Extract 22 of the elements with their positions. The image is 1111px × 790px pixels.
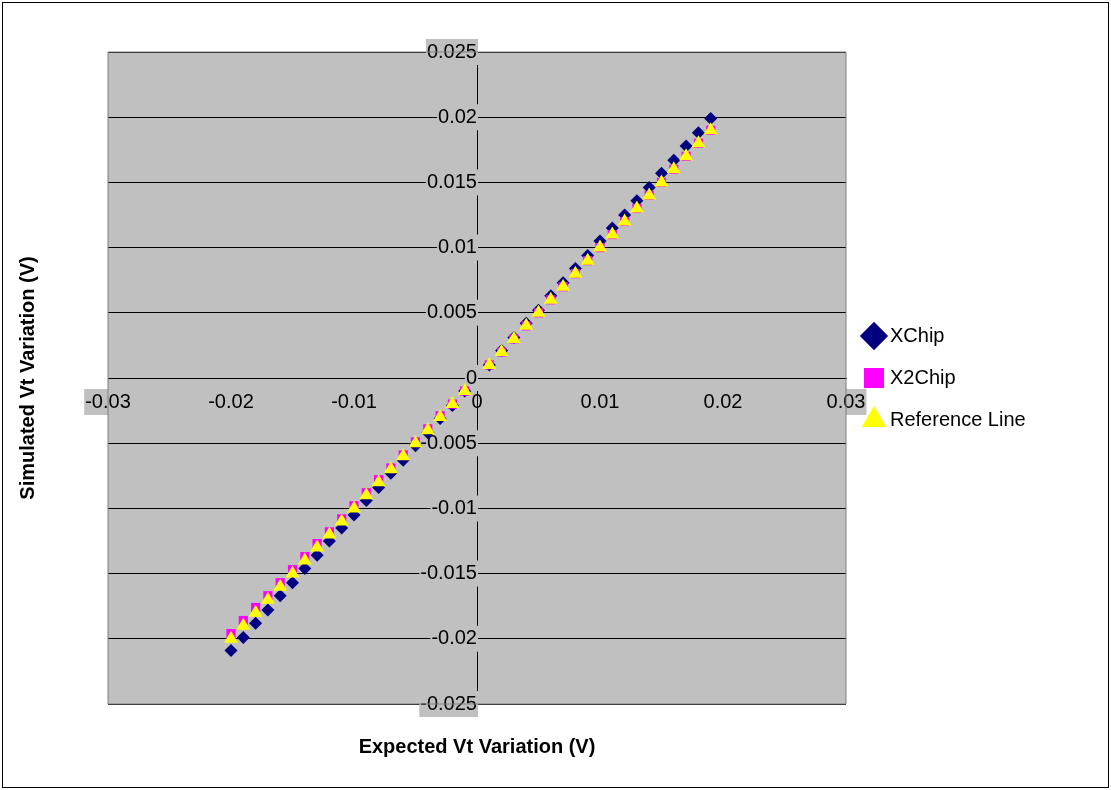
x-tick-label: 0.01 <box>580 389 620 412</box>
x-tick-label: -0.02 <box>208 389 254 412</box>
y-tick-label: 0.015 <box>426 169 477 192</box>
y-tick-label: -0.01 <box>431 495 477 518</box>
y-tick-label: 0 <box>465 365 477 388</box>
x-tick-label: -0.03 <box>85 389 131 412</box>
x-tick-label: 0.02 <box>703 389 743 412</box>
y-tick-label: 0.005 <box>426 300 477 323</box>
x-tick-label: 0.03 <box>826 389 866 412</box>
legend-label: X2Chip <box>890 365 956 388</box>
y-tick-label: 0.025 <box>426 39 477 62</box>
y-axis-title: Simulated Vt Variation (V) <box>15 256 38 500</box>
y-tick-label: -0.005 <box>420 430 477 453</box>
legend-label: XChip <box>890 323 945 346</box>
x-tick-label: -0.01 <box>331 389 377 412</box>
legend-label: Reference Line <box>890 407 1026 430</box>
y-tick-label: 0.02 <box>438 104 477 127</box>
y-tick-label: -0.015 <box>420 561 477 584</box>
x-axis-title: Expected Vt Variation (V) <box>358 734 596 757</box>
y-tick-label: 0.01 <box>438 235 477 258</box>
y-tick-label: -0.025 <box>420 691 477 714</box>
y-tick-label: -0.02 <box>431 626 477 649</box>
